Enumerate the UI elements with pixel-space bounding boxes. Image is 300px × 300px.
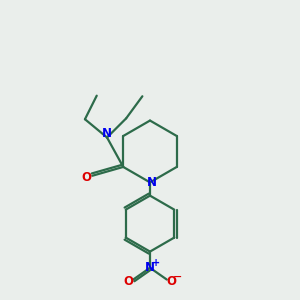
Text: O: O	[166, 274, 176, 287]
Text: O: O	[124, 274, 134, 287]
Text: −: −	[173, 272, 182, 282]
Text: N: N	[147, 176, 157, 189]
Text: N: N	[102, 127, 112, 140]
Text: N: N	[145, 261, 155, 274]
Text: +: +	[152, 258, 160, 268]
Text: O: O	[81, 171, 92, 184]
